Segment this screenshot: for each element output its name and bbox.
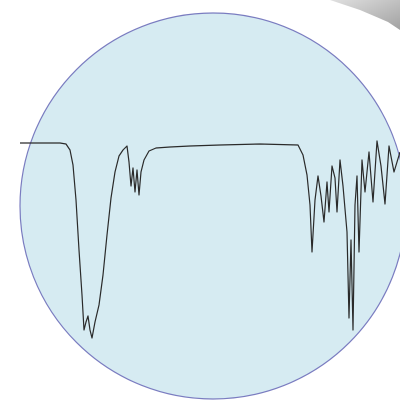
circle-lens (20, 13, 400, 399)
illustration (0, 0, 400, 402)
page (0, 0, 400, 402)
